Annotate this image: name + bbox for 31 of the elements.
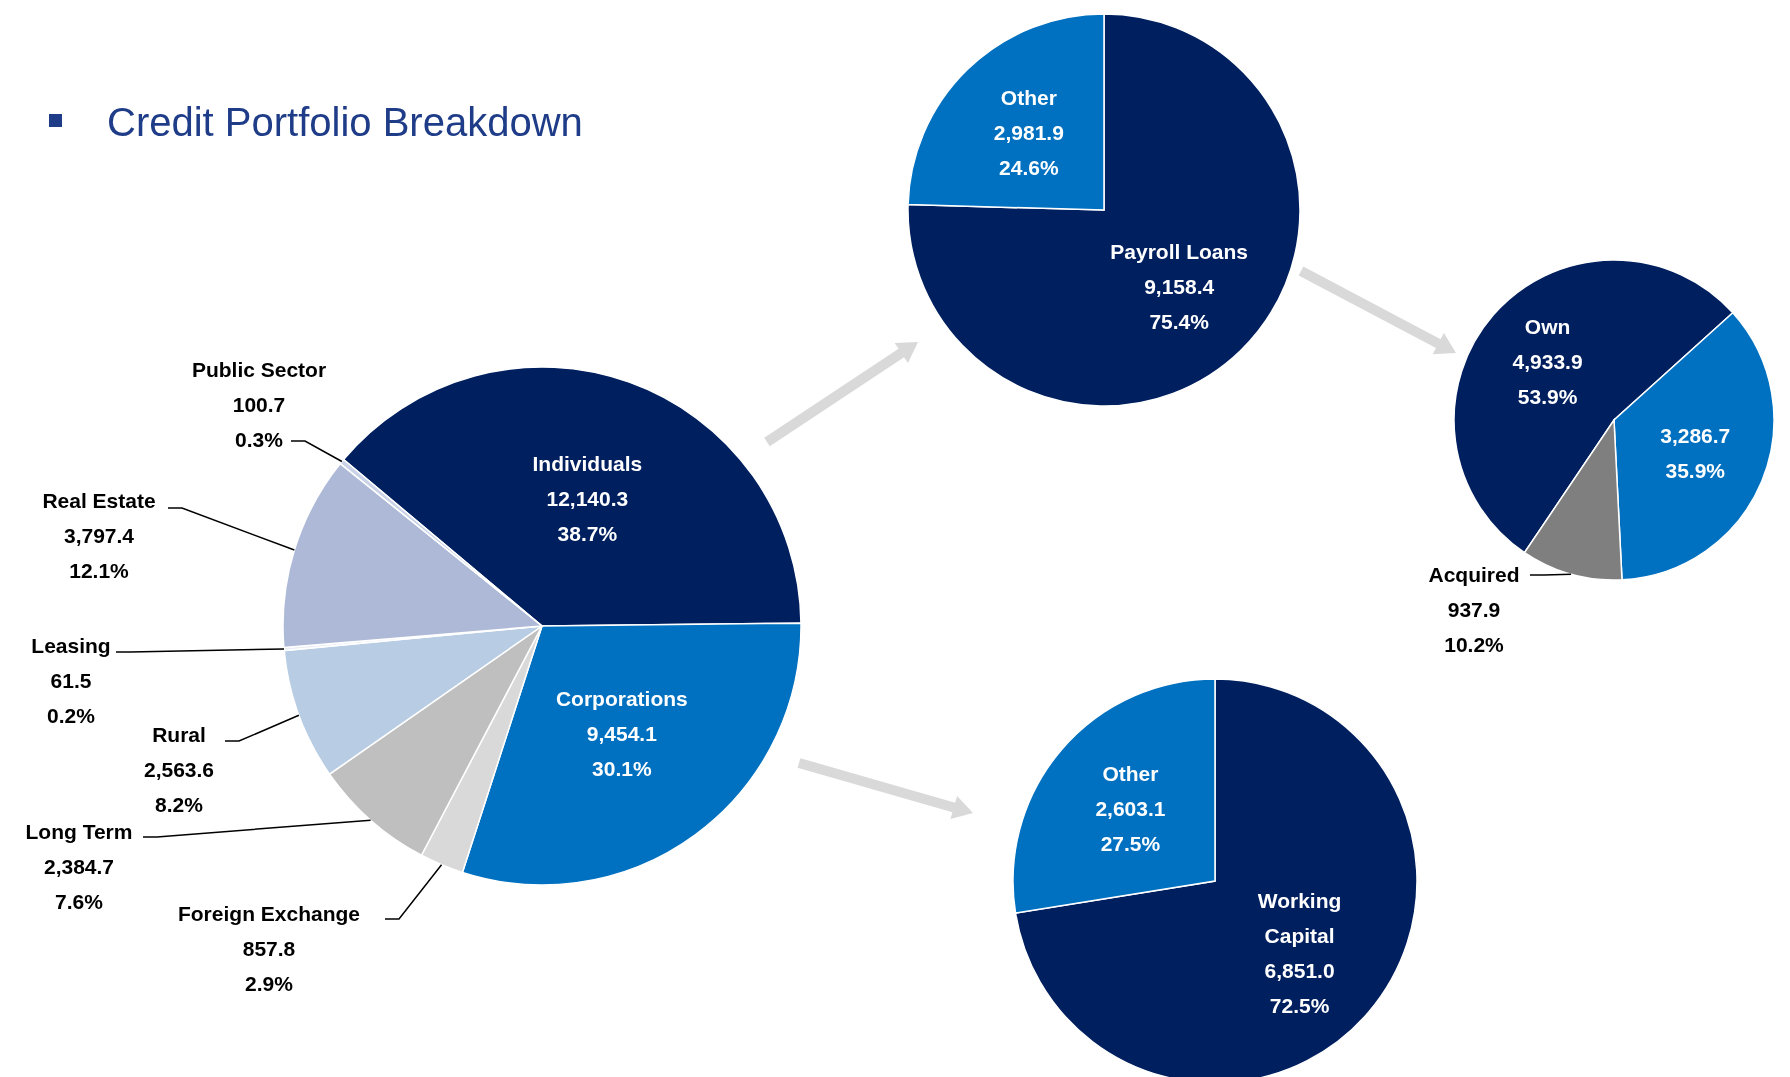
data-label: 12,140.3 38.7% — [546, 487, 629, 546]
slice-label: Acquired — [1428, 563, 1520, 586]
slice-label: Corporations — [555, 687, 688, 711]
chart-title: Credit Portfolio Breakdown — [107, 100, 583, 144]
slice-label: Real Estate — [42, 489, 156, 512]
data-label: 9,454.1 30.1% — [586, 722, 658, 781]
data-label: 3,286.7 35.9% — [1660, 424, 1731, 483]
data-label: 2,384.7 7.6% — [43, 855, 115, 913]
data-label: 4,933.9 53.9% — [1512, 350, 1583, 409]
slice-label: Public Sector — [191, 358, 327, 381]
data-label: 61.5 0.2% — [47, 669, 96, 727]
data-label: 2,981.9 24.6% — [993, 120, 1064, 179]
slice-label: Working Capital — [1257, 888, 1342, 947]
pie-slice — [907, 13, 1301, 407]
slice-label: Payroll Loans — [1110, 240, 1249, 264]
data-label: 9,158.4 75.4% — [1144, 275, 1215, 334]
slice-label: Individuals — [532, 452, 643, 476]
slice-label: Other — [1000, 85, 1057, 109]
data-label: 937.9 10.2% — [1444, 598, 1505, 656]
slice-label: Rural — [152, 723, 206, 746]
slice-label: Other — [1102, 761, 1159, 785]
data-label: 2,563.6 8.2% — [143, 758, 215, 816]
data-label: 3,797.4 12.1% — [63, 524, 135, 582]
data-label: 100.7 0.3% — [232, 393, 286, 451]
data-label: 2,603.1 27.5% — [1095, 796, 1166, 855]
data-label: 6,851.0 72.5% — [1264, 958, 1335, 1017]
data-label: 857.8 2.9% — [242, 937, 296, 995]
slice-label: Leasing — [31, 634, 111, 657]
slice-label: Foreign Exchange — [177, 902, 361, 925]
slice-label: Own — [1524, 315, 1571, 339]
slice-label: Long Term — [25, 820, 133, 843]
